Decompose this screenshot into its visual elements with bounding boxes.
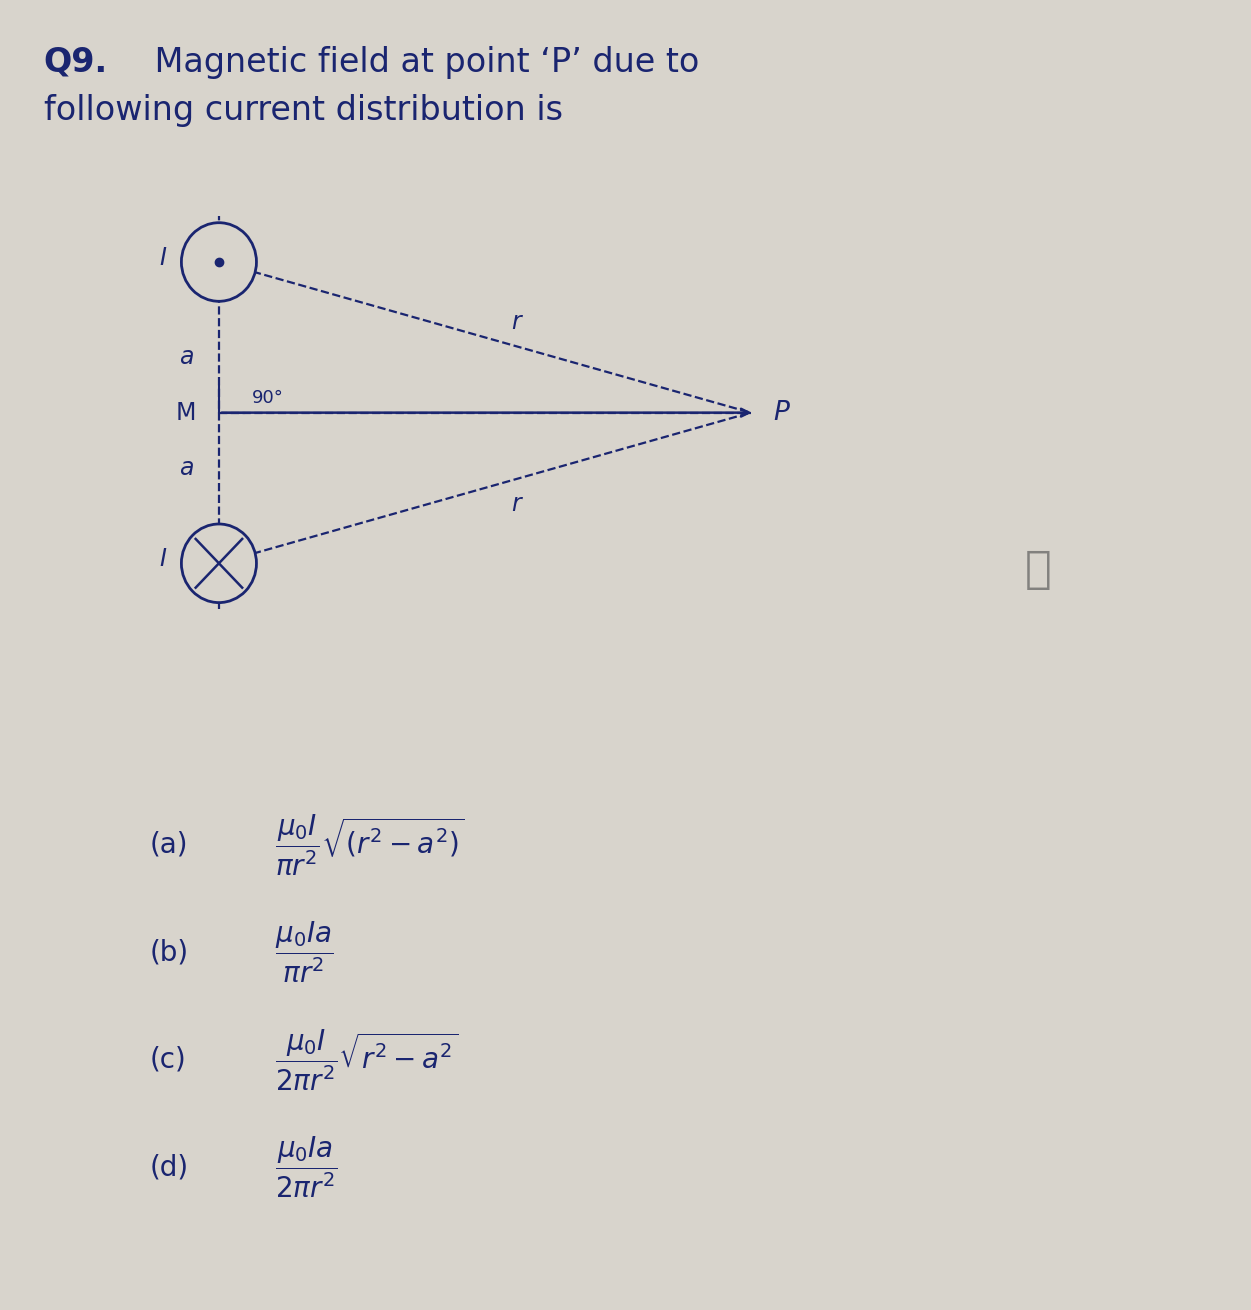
Text: (a): (a) xyxy=(150,831,189,859)
Text: a: a xyxy=(179,456,194,481)
Text: I: I xyxy=(159,246,166,270)
Text: (c): (c) xyxy=(150,1045,186,1074)
Text: r: r xyxy=(512,491,520,516)
Text: $\dfrac{\mu_0 I}{2\pi r^2}\sqrt{r^2 - a^2}$: $\dfrac{\mu_0 I}{2\pi r^2}\sqrt{r^2 - a^… xyxy=(275,1027,458,1093)
Text: I: I xyxy=(159,548,166,571)
Text: 90°: 90° xyxy=(251,389,283,407)
Circle shape xyxy=(181,524,256,603)
Text: M: M xyxy=(176,401,196,424)
Text: $\dfrac{\mu_0 Ia}{2\pi r^2}$: $\dfrac{\mu_0 Ia}{2\pi r^2}$ xyxy=(275,1134,338,1200)
Text: r: r xyxy=(512,309,520,334)
Text: Q9.: Q9. xyxy=(44,46,108,79)
Text: Magnetic field at point ‘P’ due to: Magnetic field at point ‘P’ due to xyxy=(144,46,699,79)
Text: a: a xyxy=(179,345,194,369)
Text: $\dfrac{\mu_0 I}{\pi r^2}\sqrt{(r^2 - a^2)}$: $\dfrac{\mu_0 I}{\pi r^2}\sqrt{(r^2 - a^… xyxy=(275,812,464,878)
Text: P: P xyxy=(773,400,789,426)
Text: (d): (d) xyxy=(150,1153,189,1182)
Circle shape xyxy=(181,223,256,301)
Text: $\dfrac{\mu_0 Ia}{\pi r^2}$: $\dfrac{\mu_0 Ia}{\pi r^2}$ xyxy=(275,920,334,985)
Text: 🤚: 🤚 xyxy=(1025,549,1052,591)
Text: following current distribution is: following current distribution is xyxy=(44,94,563,127)
Text: (b): (b) xyxy=(150,938,189,967)
